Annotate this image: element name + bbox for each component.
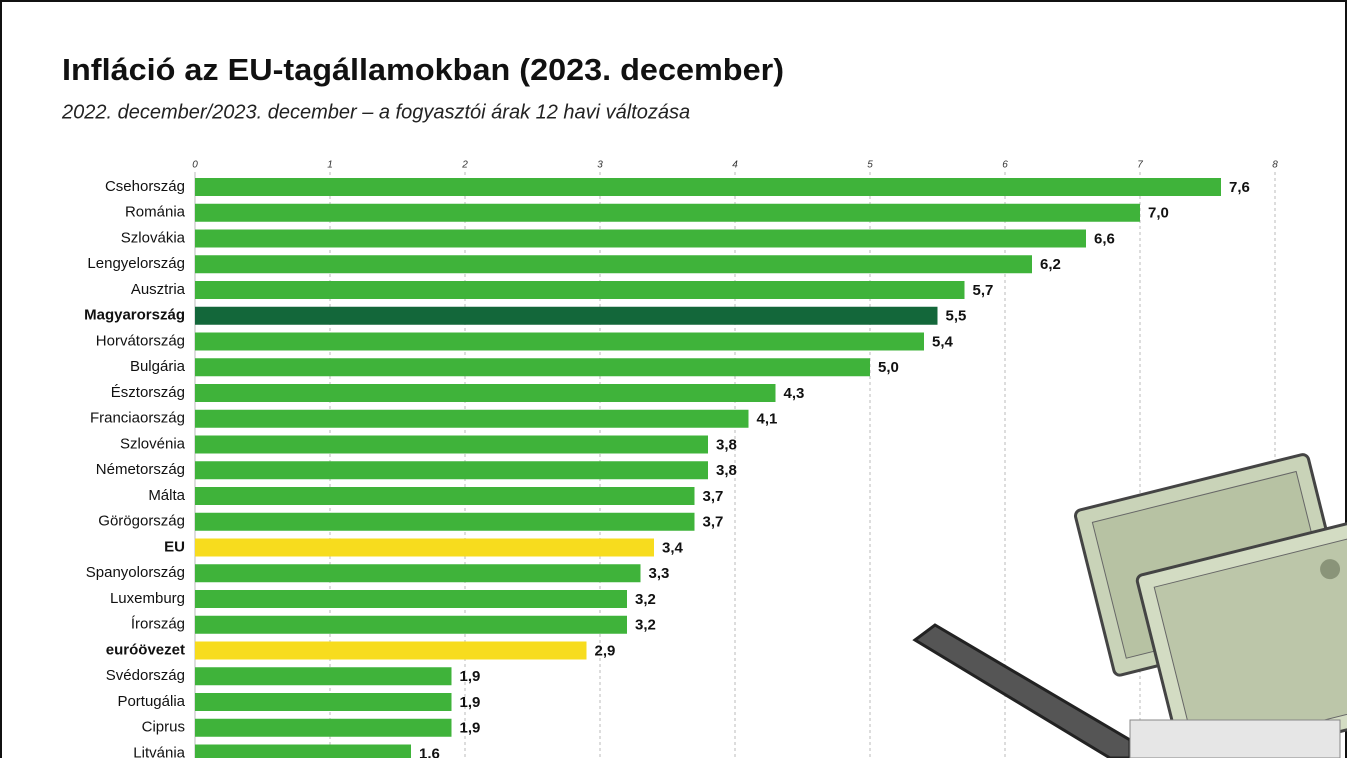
value-label: 6,2 xyxy=(1040,256,1061,273)
bar xyxy=(195,718,452,737)
y-tick-label: euróövezet xyxy=(106,641,185,658)
value-label: 3,4 xyxy=(662,539,684,556)
bar xyxy=(195,641,587,660)
x-tick-label: 4 xyxy=(732,160,738,171)
bar xyxy=(195,615,627,634)
y-tick-label: Horvátország xyxy=(96,332,185,349)
y-tick-label: Málta xyxy=(148,487,185,504)
value-label: 1,6 xyxy=(419,745,440,758)
y-tick-label: Portugália xyxy=(117,693,185,710)
value-label: 5,0 xyxy=(878,359,899,376)
bar xyxy=(195,538,654,557)
wallet xyxy=(912,623,1132,758)
y-tick-label: Svédország xyxy=(106,667,185,684)
y-tick-label: Litvánia xyxy=(133,744,185,758)
bar xyxy=(195,590,627,608)
bar xyxy=(195,435,708,454)
x-tick-label: 1 xyxy=(327,160,333,171)
bar xyxy=(195,667,452,686)
bar xyxy=(195,409,749,428)
value-label: 3,7 xyxy=(703,514,724,531)
value-label: 1,9 xyxy=(460,694,481,711)
value-label: 2,9 xyxy=(595,642,616,659)
y-tick-label: Szlovénia xyxy=(120,435,186,452)
x-tick-label: 0 xyxy=(192,160,198,171)
y-tick-label: Ausztria xyxy=(131,281,186,298)
wallet-band xyxy=(1129,719,1341,758)
value-label: 3,8 xyxy=(716,462,737,479)
value-label: 5,7 xyxy=(973,282,994,299)
illustration xyxy=(912,453,1347,758)
y-tick-label: Írország xyxy=(131,616,185,633)
bar xyxy=(195,178,1221,196)
y-tick-label: Észtország xyxy=(111,384,185,401)
y-tick-label: Luxemburg xyxy=(110,590,185,607)
x-tick-label: 3 xyxy=(597,160,603,171)
bar xyxy=(195,384,776,402)
value-label: 4,3 xyxy=(784,385,805,402)
value-label: 5,4 xyxy=(932,333,954,350)
bar xyxy=(195,512,695,531)
chart-title: Infláció az EU-tagállamokban (2023. dece… xyxy=(62,52,784,87)
value-label: 1,9 xyxy=(460,720,481,737)
bar xyxy=(195,203,1140,222)
value-label: 7,0 xyxy=(1148,205,1169,222)
y-tick-label: Franciaország xyxy=(90,410,185,427)
bar xyxy=(195,744,411,758)
x-tick-label: 6 xyxy=(1002,160,1008,171)
y-tick-label: Magyarország xyxy=(84,307,185,324)
value-label: 3,8 xyxy=(716,436,737,453)
y-tick-label: Spanyolország xyxy=(86,564,185,581)
chart-subtitle: 2022. december/2023. december – a fogyas… xyxy=(61,101,690,123)
y-tick-label: EU xyxy=(164,538,185,555)
bill-seal xyxy=(1320,559,1341,580)
value-label: 6,6 xyxy=(1094,230,1115,247)
y-tick-label: Németország xyxy=(96,461,185,478)
y-tick-label: Szlovákia xyxy=(121,229,186,246)
bar xyxy=(195,281,965,299)
bar xyxy=(195,255,1032,274)
value-label: 1,9 xyxy=(460,668,481,685)
bar xyxy=(195,461,708,480)
bar xyxy=(195,229,1086,248)
value-label: 3,2 xyxy=(635,617,656,634)
value-label: 3,2 xyxy=(635,591,656,608)
x-tick-label: 5 xyxy=(867,160,873,171)
value-label: 3,3 xyxy=(649,565,670,582)
y-tick-label: Bulgária xyxy=(130,358,186,375)
bar xyxy=(195,693,452,711)
bar xyxy=(195,306,938,325)
y-tick-label: Csehország xyxy=(105,178,185,195)
y-tick-label: Románia xyxy=(125,204,186,221)
value-label: 5,5 xyxy=(946,308,967,325)
x-tick-label: 8 xyxy=(1272,160,1278,171)
value-label: 4,1 xyxy=(757,411,778,428)
bars: Csehország 7,6 Románia 7,0 Szlovákia 6,6 Lengy… xyxy=(84,178,1250,758)
y-tick-label: Lengyelország xyxy=(87,255,185,272)
bar xyxy=(195,564,641,583)
value-label: 7,6 xyxy=(1229,179,1250,196)
bar xyxy=(195,487,695,505)
x-tick-label: 7 xyxy=(1137,160,1143,171)
x-tick-label: 2 xyxy=(461,160,468,171)
y-tick-label: Görögország xyxy=(98,513,185,530)
bar xyxy=(195,332,924,351)
y-tick-label: Ciprus xyxy=(142,719,185,736)
bar xyxy=(195,358,870,377)
value-label: 3,7 xyxy=(703,488,724,505)
